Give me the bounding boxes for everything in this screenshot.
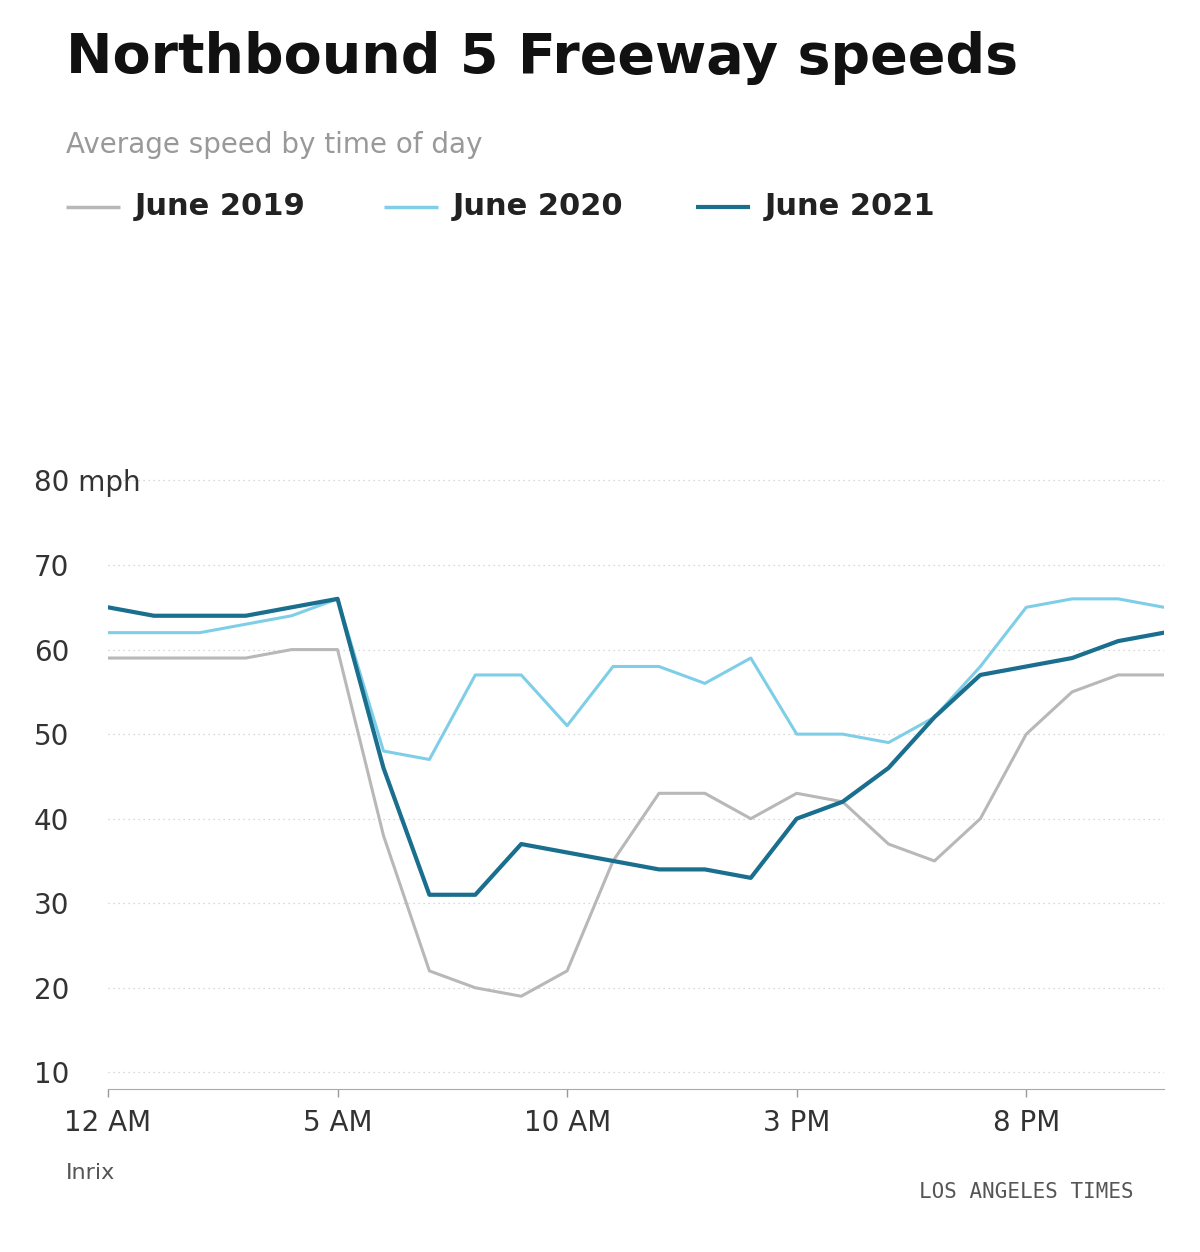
Text: June 2020: June 2020 [452, 192, 623, 222]
Text: LOS ANGELES TIMES: LOS ANGELES TIMES [919, 1182, 1134, 1202]
Text: Inrix: Inrix [66, 1163, 115, 1183]
Text: Average speed by time of day: Average speed by time of day [66, 131, 482, 159]
Text: Northbound 5 Freeway speeds: Northbound 5 Freeway speeds [66, 31, 1018, 85]
Text: June 2021: June 2021 [764, 192, 935, 222]
Text: June 2019: June 2019 [134, 192, 305, 222]
